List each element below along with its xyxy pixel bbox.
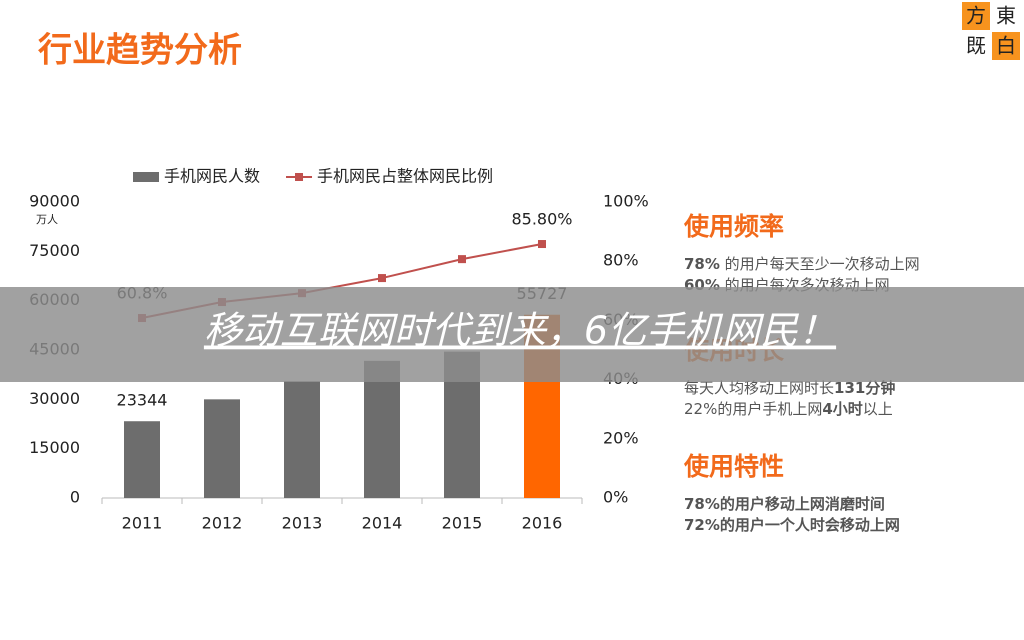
x-tick-label: 2011: [122, 514, 163, 533]
data-label: 23344: [117, 391, 168, 410]
text-part: 每天人均移动上网时长: [684, 379, 834, 397]
text-part: 的用户移动上网消磨时间: [720, 495, 885, 513]
logo-cell: [962, 32, 990, 60]
text-part: 的用户手机上网: [717, 400, 822, 418]
x-tick-label: 2015: [442, 514, 483, 533]
section-heading: 使用频率: [683, 212, 784, 241]
legend-label: 手机网民人数: [164, 167, 260, 186]
slide-title: 行业趋势分析: [38, 31, 242, 71]
y2-tick-label: 100%: [603, 192, 649, 211]
bar: [284, 381, 320, 498]
section-line: 78% 的用户每天至少一次移动上网: [684, 255, 920, 273]
section-heading: 使用特性: [683, 452, 784, 481]
logo-cell: [992, 32, 1020, 60]
legend-label: 手机网民占整体网民比例: [317, 167, 493, 186]
y-unit: 万人: [36, 213, 58, 226]
logo-char: 東: [996, 4, 1016, 28]
text-part: 131分钟: [834, 379, 895, 397]
bar: [204, 399, 240, 498]
line-marker: [458, 255, 466, 264]
y-tick-label: 0: [70, 488, 80, 507]
y-tick-label: 30000: [29, 389, 80, 408]
line-marker: [538, 240, 546, 249]
text-part: 22%: [684, 400, 717, 418]
y2-tick-label: 80%: [603, 251, 639, 270]
text-part: 的用户一个人时会移动上网: [720, 516, 900, 534]
x-tick-label: 2014: [362, 514, 403, 533]
data-label: 85.80%: [511, 210, 572, 229]
text-part: 78%: [684, 255, 720, 273]
banner-text: 移动互联网时代到来，6亿手机网民！: [204, 309, 836, 353]
x-tick-label: 2012: [202, 514, 243, 533]
text-part: 以上: [863, 400, 893, 418]
legend-swatch: [133, 172, 159, 182]
logo-char: 方: [966, 4, 986, 28]
x-tick-label: 2013: [282, 514, 323, 533]
banner-band: [0, 287, 1024, 382]
section-line: 72%的用户一个人时会移动上网: [684, 516, 900, 534]
section-line: 每天人均移动上网时长131分钟: [684, 379, 895, 397]
y-tick-label: 90000: [29, 192, 80, 211]
line-marker: [378, 274, 386, 283]
logo-cell: [962, 2, 990, 30]
bar: [124, 421, 160, 498]
logo: 方東既白: [962, 2, 1020, 60]
text-part: 4小时: [822, 400, 862, 418]
y2-tick-label: 20%: [603, 428, 639, 447]
bar: [364, 360, 400, 498]
y-tick-label: 75000: [29, 241, 80, 260]
legend-marker: [295, 173, 304, 181]
y-tick-label: 15000: [29, 438, 80, 457]
text-part: 78%: [684, 495, 720, 513]
x-tick-label: 2016: [522, 514, 563, 533]
section-line: 78%的用户移动上网消磨时间: [684, 495, 885, 513]
text-part: 72%: [684, 516, 720, 534]
logo-cell: [992, 2, 1020, 30]
logo-char: 既: [966, 34, 986, 58]
logo-char: 白: [996, 34, 1016, 58]
text-part: 的用户每天至少一次移动上网: [720, 255, 920, 273]
section-line: 22%的用户手机上网4小时以上: [684, 400, 893, 418]
y2-tick-label: 0%: [603, 488, 628, 507]
